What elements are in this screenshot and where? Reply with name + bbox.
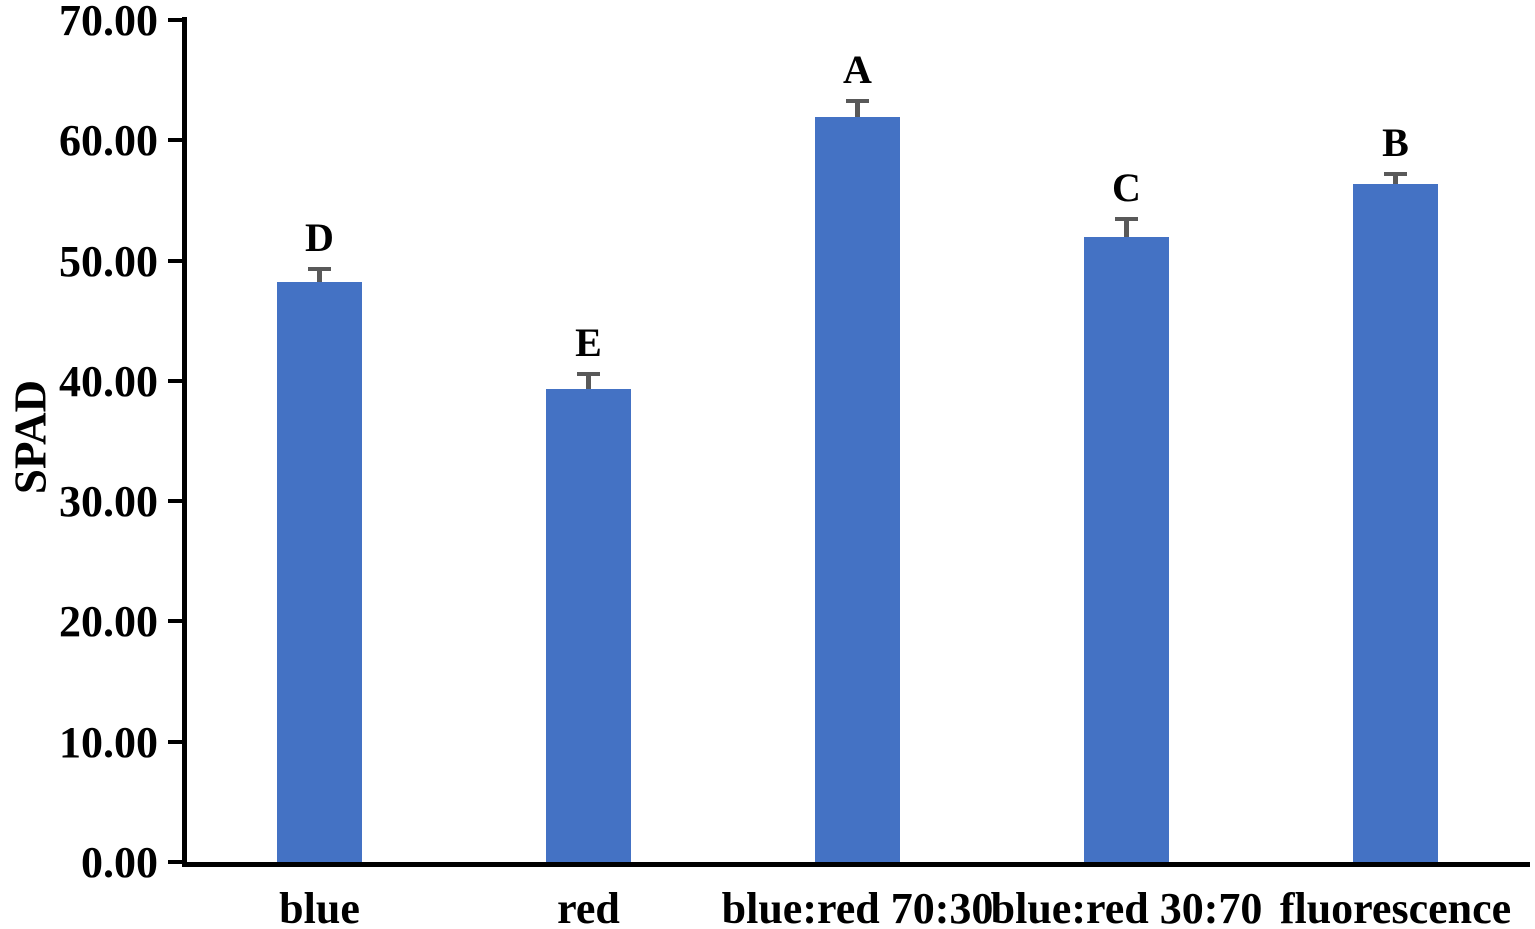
bar-blue-red-70-30 bbox=[815, 117, 900, 862]
error-bar-stem bbox=[586, 372, 591, 390]
y-tick-label: 50.00 bbox=[59, 236, 158, 286]
significance-letter: A bbox=[843, 47, 872, 93]
x-tick-label: blue bbox=[279, 884, 360, 929]
x-tick-label: blue:red 70:30 bbox=[721, 884, 994, 929]
x-axis-line bbox=[182, 862, 1530, 867]
y-axis-line bbox=[182, 17, 187, 867]
error-bar-stem bbox=[1124, 217, 1129, 237]
x-tick-label: red bbox=[557, 884, 620, 929]
error-bar-stem bbox=[855, 99, 860, 118]
bar-red bbox=[546, 389, 631, 862]
y-tick-label: 40.00 bbox=[59, 356, 158, 406]
y-tick-mark bbox=[168, 739, 182, 744]
error-bar-cap bbox=[1384, 171, 1407, 176]
error-bar-cap bbox=[577, 372, 600, 377]
x-tick-label: fluorescence bbox=[1279, 884, 1512, 929]
significance-letter: C bbox=[1112, 165, 1141, 211]
y-tick-mark bbox=[168, 258, 182, 263]
error-bar-cap bbox=[1115, 217, 1138, 222]
bar-blue-red-30-70 bbox=[1084, 236, 1169, 862]
significance-letter: D bbox=[305, 214, 334, 260]
y-tick-label: 0.00 bbox=[81, 838, 158, 887]
error-bar-stem bbox=[1393, 171, 1398, 184]
y-tick-label: 30.00 bbox=[59, 477, 158, 527]
y-tick-mark bbox=[168, 860, 182, 864]
y-tick-mark bbox=[168, 18, 182, 22]
y-tick-mark bbox=[168, 138, 182, 143]
significance-letter: B bbox=[1382, 119, 1409, 165]
y-tick-label: 70.00 bbox=[59, 0, 158, 45]
y-tick-mark bbox=[168, 378, 182, 383]
significance-letter: E bbox=[575, 320, 602, 366]
y-tick-label: 10.00 bbox=[59, 717, 158, 767]
error-bar-stem bbox=[317, 266, 322, 283]
x-tick-label: blue:red 30:70 bbox=[990, 884, 1263, 929]
bar-blue bbox=[277, 282, 362, 862]
error-bar-cap bbox=[846, 99, 869, 104]
y-tick-label: 20.00 bbox=[59, 597, 158, 647]
y-tick-mark bbox=[168, 619, 182, 624]
error-bar-cap bbox=[308, 266, 331, 271]
y-tick-label: 60.00 bbox=[59, 116, 158, 166]
y-tick-mark bbox=[168, 499, 182, 504]
bar-fluorescence bbox=[1353, 183, 1438, 862]
